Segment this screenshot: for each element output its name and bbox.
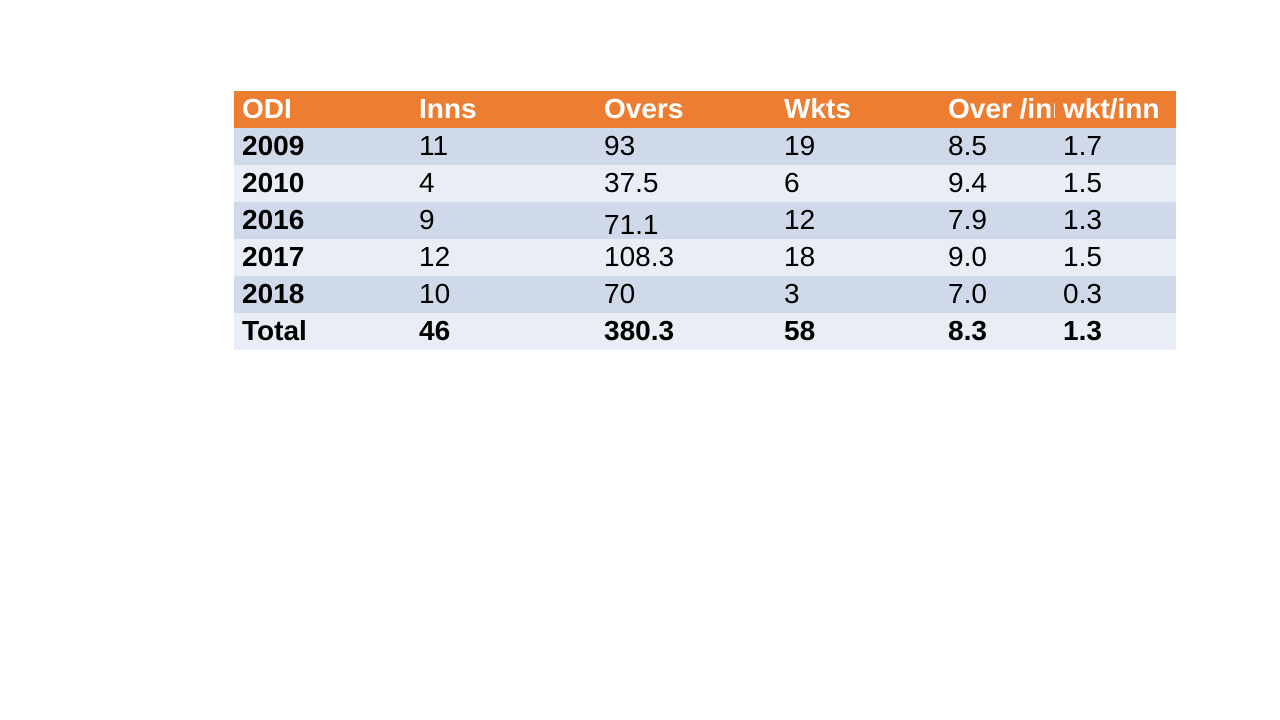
cell-over-per-inn: 9.4 [940, 165, 1055, 202]
cell-overs: 380.3 [596, 313, 776, 350]
cell-wkt-per-inn: 1.5 [1055, 239, 1176, 276]
cell-wkts: 12 [776, 202, 940, 239]
table-row-total: Total 46 380.3 58 8.3 1.3 [234, 313, 1176, 350]
cell-overs: 37.5 [596, 165, 776, 202]
column-header-odi: ODI [234, 91, 411, 128]
table-row-2018: 2018 10 70 3 7.0 0.3 [234, 276, 1176, 313]
cell-wkts: 6 [776, 165, 940, 202]
cell-year: 2016 [234, 202, 411, 239]
cell-year: 2009 [234, 128, 411, 165]
cell-inns: 11 [411, 128, 596, 165]
table-header: ODI Inns Overs Wkts Over /inn wkt/inn [234, 91, 1176, 128]
cell-overs-value: 71.1 [604, 208, 659, 240]
table-body: 2009 11 93 19 8.5 1.7 2010 4 37.5 6 9.4 … [234, 128, 1176, 350]
cell-inns: 10 [411, 276, 596, 313]
cell-wkt-per-inn: 0.3 [1055, 276, 1176, 313]
cell-over-per-inn: 8.3 [940, 313, 1055, 350]
cell-overs: 93 [596, 128, 776, 165]
cell-year: 2018 [234, 276, 411, 313]
cell-year: 2010 [234, 165, 411, 202]
cell-overs: 108.3 [596, 239, 776, 276]
cell-year: Total [234, 313, 411, 350]
cell-wkt-per-inn: 1.3 [1055, 202, 1176, 239]
table-row-2016: 2016 9 71.1 12 7.9 1.3 [234, 202, 1176, 239]
table-row-2010: 2010 4 37.5 6 9.4 1.5 [234, 165, 1176, 202]
cell-wkts: 19 [776, 128, 940, 165]
table-row-2009: 2009 11 93 19 8.5 1.7 [234, 128, 1176, 165]
cell-over-per-inn: 9.0 [940, 239, 1055, 276]
cell-inns: 4 [411, 165, 596, 202]
cell-wkt-per-inn: 1.7 [1055, 128, 1176, 165]
table-row-2017: 2017 12 108.3 18 9.0 1.5 [234, 239, 1176, 276]
column-header-overs: Overs [596, 91, 776, 128]
cell-overs: 71.1 [596, 202, 776, 239]
cell-wkt-per-inn: 1.5 [1055, 165, 1176, 202]
cell-overs: 70 [596, 276, 776, 313]
cell-inns: 9 [411, 202, 596, 239]
column-header-over-per-inn: Over /inn [940, 91, 1055, 128]
cell-over-per-inn: 7.9 [940, 202, 1055, 239]
cell-over-per-inn: 7.0 [940, 276, 1055, 313]
cell-over-per-inn: 8.5 [940, 128, 1055, 165]
cell-wkt-per-inn: 1.3 [1055, 313, 1176, 350]
cell-year: 2017 [234, 239, 411, 276]
column-header-wkts: Wkts [776, 91, 940, 128]
cell-wkts: 18 [776, 239, 940, 276]
cell-wkts: 58 [776, 313, 940, 350]
column-header-inns: Inns [411, 91, 596, 128]
header-row: ODI Inns Overs Wkts Over /inn wkt/inn [234, 91, 1176, 128]
cell-inns: 46 [411, 313, 596, 350]
column-header-wkt-per-inn: wkt/inn [1055, 91, 1176, 128]
cell-inns: 12 [411, 239, 596, 276]
odi-stats-table: ODI Inns Overs Wkts Over /inn wkt/inn 20… [234, 91, 1176, 350]
cell-wkts: 3 [776, 276, 940, 313]
